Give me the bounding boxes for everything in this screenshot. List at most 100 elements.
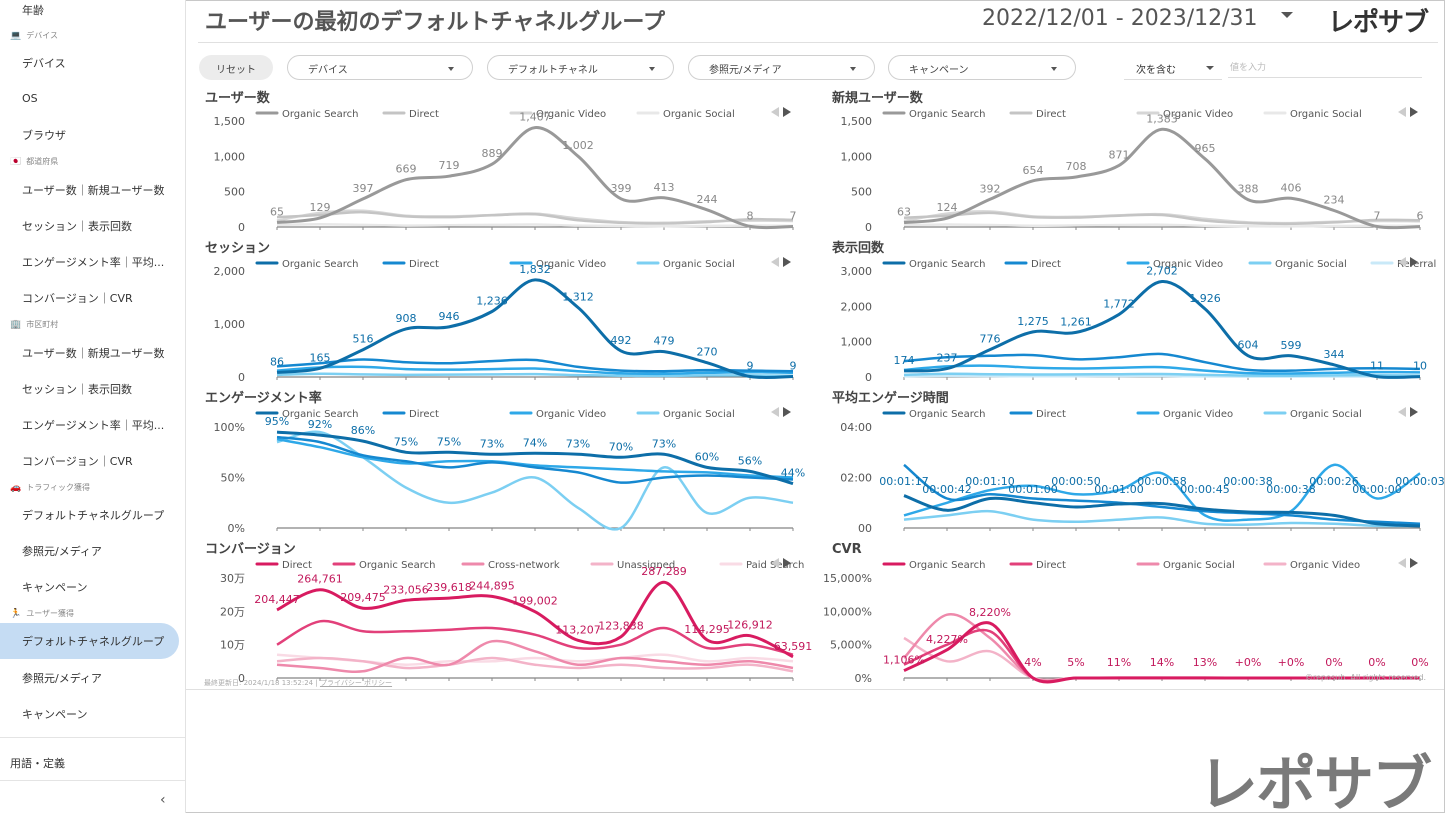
prev-page-icon[interactable]: [771, 407, 779, 417]
sidebar-item-ua-source[interactable]: 参照元/メディア: [22, 672, 102, 685]
series-line[interactable]: [903, 127, 1421, 230]
legend-entry[interactable]: Cross-network: [488, 560, 560, 571]
legend-entry[interactable]: Organic Search: [282, 109, 358, 120]
prev-page-icon[interactable]: [771, 257, 779, 267]
legend-entry[interactable]: Direct: [1036, 109, 1066, 120]
next-page-icon[interactable]: [783, 257, 791, 267]
sidebar-item-traffic-campaign[interactable]: キャンペーン: [22, 581, 88, 594]
prev-page-icon[interactable]: [1398, 558, 1406, 568]
series-line[interactable]: [903, 463, 1421, 526]
sidebar-item-device[interactable]: デバイス: [22, 57, 66, 70]
series-line[interactable]: [276, 430, 794, 486]
legend-entry[interactable]: Organic Search: [909, 259, 985, 270]
next-page-icon[interactable]: [1410, 407, 1418, 417]
legend-entry[interactable]: Organic Search: [909, 409, 985, 420]
legend-entry[interactable]: Organic Video: [536, 109, 606, 120]
legend-entry[interactable]: Direct: [409, 109, 439, 120]
device-filter-dropdown[interactable]: デバイス: [287, 55, 473, 80]
prev-page-icon[interactable]: [1398, 107, 1406, 117]
campaign-filter-dropdown[interactable]: キャンペーン: [888, 55, 1076, 80]
series-line[interactable]: [276, 365, 794, 376]
sidebar-item-os[interactable]: OS: [22, 92, 38, 105]
series-line[interactable]: [276, 222, 794, 228]
legend-entry[interactable]: Organic Social: [663, 259, 735, 270]
series-line[interactable]: [903, 494, 1421, 528]
legend-entry[interactable]: Organic Search: [909, 109, 985, 120]
sidebar-item-glossary[interactable]: 用語・定義: [10, 757, 65, 770]
series-line[interactable]: [276, 639, 794, 673]
legend-entry[interactable]: Organic Social: [1290, 109, 1362, 120]
legend-entry[interactable]: Direct: [1031, 259, 1061, 270]
reset-button[interactable]: リセット: [199, 55, 273, 80]
collapse-chevron-icon[interactable]: ‹: [160, 792, 166, 808]
prev-page-icon[interactable]: [1398, 257, 1406, 267]
sidebar-item-pref-users[interactable]: ユーザー数｜新規ユーザー数: [22, 184, 165, 197]
match-type-dropdown[interactable]: 次を含む: [1124, 55, 1222, 80]
sidebar-item-city-users[interactable]: ユーザー数｜新規ユーザー数: [22, 347, 165, 360]
sidebar-item-city-sessions[interactable]: セッション｜表示回数: [22, 383, 132, 396]
legend-entry[interactable]: Organic Video: [536, 259, 606, 270]
series-line[interactable]: [903, 352, 1421, 373]
next-page-icon[interactable]: [1410, 257, 1418, 267]
series-line[interactable]: [903, 372, 1421, 378]
legend-entry[interactable]: Organic Social: [663, 109, 735, 120]
legend-entry[interactable]: Organic Video: [1163, 409, 1233, 420]
legend-entry[interactable]: Organic Video: [1163, 109, 1233, 120]
series-line[interactable]: [276, 437, 794, 479]
sidebar-item-pref-conversion[interactable]: コンバージョン｜CVR: [22, 292, 133, 305]
legend-entry[interactable]: Direct: [409, 259, 439, 270]
sidebar-item-city-conversion[interactable]: コンバージョン｜CVR: [22, 455, 133, 468]
series-line[interactable]: [276, 372, 794, 378]
legend-entry[interactable]: Organic Search: [282, 409, 358, 420]
series-line[interactable]: [276, 210, 794, 225]
prev-page-icon[interactable]: [1398, 407, 1406, 417]
series-line[interactable]: [276, 619, 794, 656]
legend-entry[interactable]: Organic Social: [1275, 259, 1347, 270]
source-filter-dropdown[interactable]: 参照元/メディア: [688, 55, 875, 80]
sidebar-item-ua-channel[interactable]: デフォルトチャネルグループ: [22, 635, 165, 648]
date-range-picker[interactable]: 2022/12/01 - 2023/12/31: [982, 6, 1258, 31]
legend-entry[interactable]: Organic Video: [536, 409, 606, 420]
date-dropdown-caret-icon[interactable]: [1281, 12, 1293, 18]
prev-page-icon[interactable]: [771, 107, 779, 117]
series-line[interactable]: [903, 621, 1420, 684]
series-line[interactable]: [276, 656, 794, 673]
series-line[interactable]: [903, 211, 1421, 226]
legend-entry[interactable]: Organic Search: [359, 560, 435, 571]
next-page-icon[interactable]: [783, 407, 791, 417]
sidebar-item-pref-engagement[interactable]: エンゲージメント率｜平均...: [22, 256, 165, 269]
next-page-icon[interactable]: [1410, 558, 1418, 568]
legend-entry[interactable]: Organic Search: [909, 560, 985, 571]
legend-entry[interactable]: Organic Search: [282, 259, 358, 270]
legend-entry[interactable]: Direct: [1036, 409, 1066, 420]
series-line[interactable]: [276, 358, 794, 373]
legend-entry[interactable]: Organic Social: [1163, 560, 1235, 571]
sidebar-item-traffic-source[interactable]: 参照元/メディア: [22, 545, 102, 558]
series-line[interactable]: [903, 463, 1421, 522]
legend-entry[interactable]: Organic Video: [1153, 259, 1223, 270]
legend-entry[interactable]: Direct: [282, 560, 312, 571]
next-page-icon[interactable]: [783, 107, 791, 117]
series-line[interactable]: [903, 364, 1421, 375]
privacy-policy-link[interactable]: プライバシー ポリシー: [319, 679, 393, 687]
series-line[interactable]: [276, 580, 794, 659]
next-page-icon[interactable]: [1410, 107, 1418, 117]
legend-entry[interactable]: Direct: [409, 409, 439, 420]
sidebar-item-ua-campaign[interactable]: キャンペーン: [22, 708, 88, 721]
series-line[interactable]: [903, 509, 1421, 528]
sidebar-item-browser[interactable]: ブラウザ: [22, 129, 66, 142]
legend-entry[interactable]: Direct: [1036, 560, 1066, 571]
series-line[interactable]: [276, 435, 794, 484]
filter-value-input[interactable]: [1228, 58, 1422, 78]
sidebar-item-city-engagement[interactable]: エンゲージメント率｜平均...: [22, 419, 165, 432]
channel-filter-dropdown[interactable]: デフォルトチャネル: [487, 55, 674, 80]
sidebar-item-pref-sessions[interactable]: セッション｜表示回数: [22, 220, 132, 233]
legend-entry[interactable]: Organic Social: [1290, 409, 1362, 420]
legend-entry[interactable]: Referral: [1397, 259, 1436, 270]
series-line[interactable]: [903, 280, 1421, 379]
sidebar-item-traffic-channel[interactable]: デフォルトチャネルグループ: [22, 509, 165, 522]
legend-entry[interactable]: Organic Video: [1290, 560, 1360, 571]
legend-entry[interactable]: Unassigned: [617, 560, 675, 571]
legend-entry[interactable]: Organic Social: [663, 409, 735, 420]
series-line[interactable]: [276, 278, 794, 380]
